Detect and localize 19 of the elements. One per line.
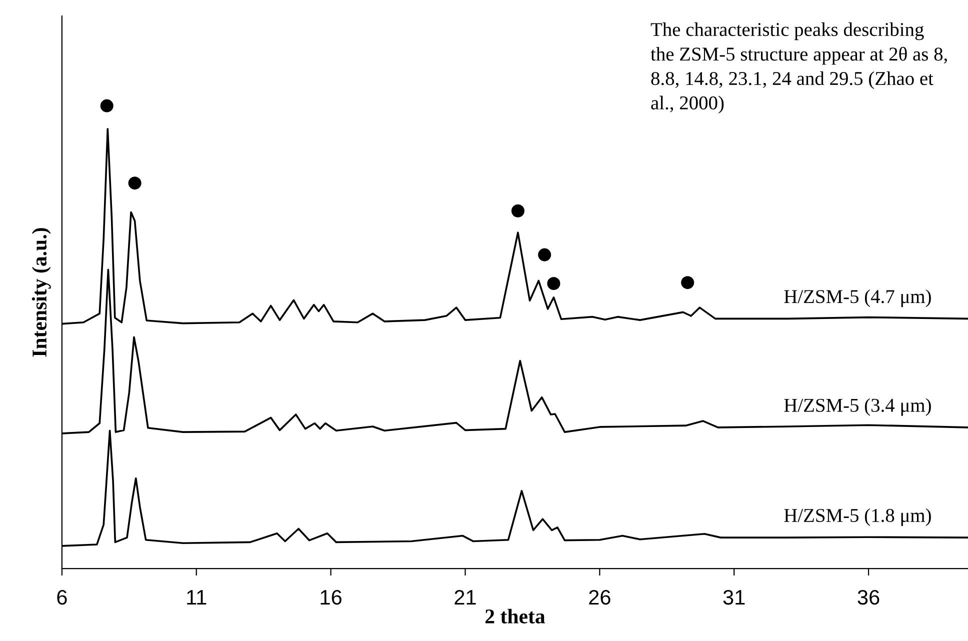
point bbox=[538, 248, 552, 262]
x-tick-label: 36 bbox=[858, 590, 880, 605]
point bbox=[128, 176, 142, 190]
x-tick-label: 31 bbox=[723, 590, 745, 605]
x-tick-label: 21 bbox=[454, 590, 476, 604]
point bbox=[511, 204, 524, 218]
series-label: H/ZSM-5 (1.8 μm) bbox=[784, 508, 931, 526]
point bbox=[100, 99, 114, 112]
series-label: H/ZSM-5 (4.7 μm) bbox=[784, 289, 931, 308]
x-tick-label: 11 bbox=[187, 590, 206, 604]
x-axis-title: 2 theta bbox=[485, 608, 546, 624]
x-tick-label: 26 bbox=[589, 590, 610, 605]
x-tick-label: 16 bbox=[320, 590, 342, 605]
annotation: The characteristic peaks describing the ZSM-5 structure appear at 2θ as 8, 8.8, 14.8, 23.1, 24 and 29.5 (Zhao et al., 2000) bbox=[650, 22, 947, 114]
series-label: H/ZSM-5 (3.4 μm) bbox=[784, 398, 931, 416]
y-axis-title: Intensity (a.u.) bbox=[32, 228, 51, 357]
point bbox=[681, 276, 694, 290]
x-tick-label: 6 bbox=[57, 590, 67, 605]
point bbox=[547, 277, 560, 290]
